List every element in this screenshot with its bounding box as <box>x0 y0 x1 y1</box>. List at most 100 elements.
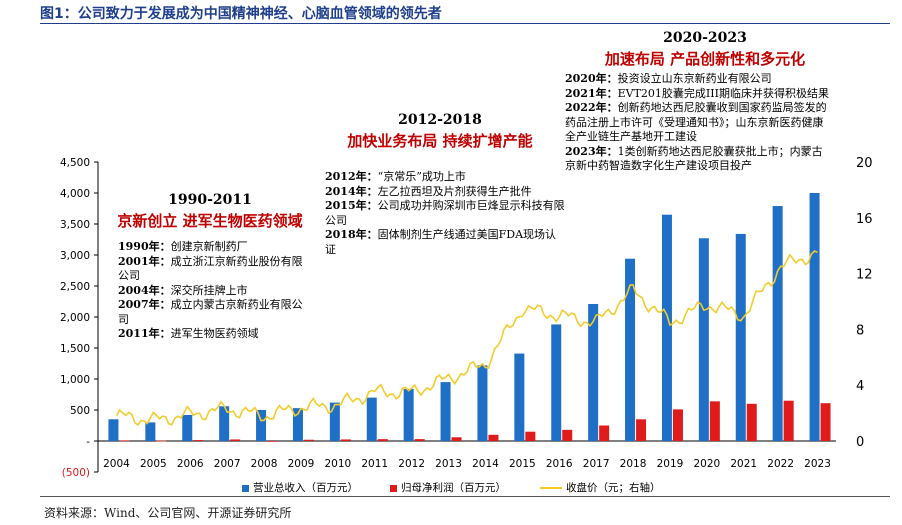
event-text: “京常乐”成功上市 <box>377 170 466 183</box>
event-text: 创新药地达西尼胶囊收到国家药监局签发的药品注册上市许可《受理通知书》；山东京新医… <box>565 101 827 143</box>
right-tick-label: 8 <box>856 323 864 338</box>
x-tick-label: 2018 <box>620 458 647 470</box>
revenue-bar <box>514 353 525 441</box>
revenue-bar <box>551 324 562 441</box>
event-year: 2012年： <box>325 170 378 183</box>
revenue-bar <box>735 233 746 441</box>
left-tick-label: 1,500 <box>60 343 90 355</box>
event-item: 2023年：1类创新药地达西尼胶囊获批上市；内蒙古京新中药智造数字化生产建设项目… <box>565 145 833 174</box>
figure-title: 图1：公司致力于发展成为中国精神神经、心脑血管领域的领先者 <box>40 6 442 22</box>
revenue-bar <box>256 410 267 441</box>
x-tick-label: 2004 <box>103 458 130 470</box>
event-year: 2001年： <box>118 254 171 268</box>
x-tick-label: 2012 <box>398 458 425 470</box>
profit-bar <box>525 431 536 441</box>
event-item: 2020年：投资设立山东京新药业有限公司 <box>565 72 833 87</box>
event-item: 1990年：创建京新制药厂 <box>118 240 313 255</box>
event-item: 2007年：成立内蒙古京新药业有限公司 <box>118 298 313 327</box>
price-line <box>115 250 818 427</box>
phase-3-title: 2020-2023 <box>663 30 747 46</box>
x-tick-label: 2017 <box>583 458 610 470</box>
bottom-rule <box>40 496 890 497</box>
event-year: 2022年： <box>565 101 618 114</box>
event-text: 深交所挂牌上市 <box>170 283 248 297</box>
event-text: 创建京新制药厂 <box>170 240 248 253</box>
event-text: 1类创新药地达西尼胶囊获批上市；内蒙古京新中药智造数字化生产建设项目投产 <box>565 144 823 173</box>
revenue-bar <box>698 238 709 441</box>
title-rule <box>40 23 890 24</box>
event-item: 2001年：成立浙江京新药业股份有限公司 <box>118 255 313 284</box>
x-tick-label: 2009 <box>288 458 315 470</box>
x-tick-label: 2016 <box>546 458 573 470</box>
profit-bar <box>156 440 167 442</box>
profit-bar <box>267 441 278 442</box>
revenue-bar <box>366 397 377 441</box>
event-text: 固体制剂生产线通过美国FDA现场认证 <box>325 228 557 256</box>
revenue-bar <box>403 388 414 441</box>
x-tick-label: 2005 <box>140 458 167 470</box>
event-item: 2012年：“京常乐”成功上市 <box>325 170 565 185</box>
revenue-bar <box>588 303 599 441</box>
event-text: 成立浙江京新药业股份有限公司 <box>118 254 303 283</box>
revenue-bar <box>772 206 783 441</box>
x-tick-label: 2011 <box>361 458 388 470</box>
x-tick-label: 2022 <box>767 458 794 470</box>
phase-2-events: 2012年：“京常乐”成功上市 2014年：左乙拉西坦及片剂获得生产批件 2015年… <box>325 170 565 257</box>
revenue-bar <box>440 382 451 441</box>
legend-price-label: 收盘价（元；右轴） <box>566 482 661 494</box>
event-year: 2015年： <box>325 199 378 212</box>
event-item: 2018年：固体制剂生产线通过美国FDA现场认证 <box>325 228 565 257</box>
right-tick-label: 0 <box>856 435 864 450</box>
legend-price-swatch <box>540 487 562 489</box>
event-item: 2004年：深交所挂牌上市 <box>118 284 313 299</box>
event-year: 2011年： <box>118 327 171 340</box>
revenue-bar <box>329 402 340 441</box>
x-tick-label: 2007 <box>214 458 241 470</box>
profit-bar <box>636 419 647 441</box>
x-tick-label: 2015 <box>509 458 536 470</box>
profit-bar <box>377 439 388 441</box>
legend-revenue-label: 营业总收入（百万元） <box>253 482 358 494</box>
left-tick-label: 2,500 <box>60 281 90 293</box>
x-tick-label: 2010 <box>324 458 351 470</box>
left-tick-label: 3,500 <box>60 219 90 231</box>
event-text: 公司成功并购深圳市巨烽显示科技有限公司 <box>325 199 565 227</box>
revenue-bar <box>477 365 488 441</box>
legend-profit-swatch <box>390 484 397 492</box>
left-tick-label: 500 <box>70 405 90 417</box>
phase-2-title: 2012-2018 <box>398 112 482 128</box>
phase-3-subtitle: 加速布局 产品创新性和多元化 <box>604 50 806 68</box>
event-year: 1990年： <box>118 240 171 253</box>
revenue-bar <box>108 419 119 441</box>
event-year: 2020年： <box>565 72 618 85</box>
event-text: 投资设立山东京新药业有限公司 <box>617 72 772 85</box>
x-tick-label: 2006 <box>177 458 204 470</box>
right-tick-label: 12 <box>856 268 873 283</box>
phase-3-events: 2020年：投资设立山东京新药业有限公司 2021年：EVT201胶囊完成III期… <box>565 72 833 174</box>
x-tick-label: 2008 <box>251 458 278 470</box>
event-item: 2021年：EVT201胶囊完成III期临床并获得积极结果 <box>565 87 833 102</box>
profit-bar <box>488 434 499 441</box>
phase-1-title: 1990-2011 <box>168 192 252 208</box>
left-tick-label: 1,000 <box>60 374 90 386</box>
legend-revenue-swatch <box>242 484 249 492</box>
event-year: 2004年： <box>118 283 171 297</box>
event-text: 左乙拉西坦及片剂获得生产批件 <box>377 184 532 198</box>
legend-revenue: 营业总收入（百万元） <box>242 480 358 495</box>
left-tick-label: 4,500 <box>60 157 90 169</box>
left-tick-label: 3,000 <box>60 250 90 262</box>
left-tick-label: 2,000 <box>60 312 90 324</box>
event-text: EVT201胶囊完成III期临床并获得积极结果 <box>617 86 829 100</box>
x-tick-label: 2014 <box>472 458 499 470</box>
profit-bar <box>414 439 425 441</box>
event-text: 进军生物医药领域 <box>170 327 259 340</box>
event-year: 2018年： <box>325 228 378 241</box>
event-text: 成立内蒙古京新药业有限公司 <box>118 298 303 326</box>
x-tick-label: 2020 <box>693 458 720 470</box>
event-item: 2022年：创新药地达西尼胶囊收到国家药监局签发的药品注册上市许可《受理通知书》… <box>565 101 833 145</box>
x-tick-label: 2019 <box>657 458 684 470</box>
right-tick-label: 20 <box>856 156 873 171</box>
left-tick-label: - <box>86 436 90 448</box>
revenue-bar <box>625 258 636 441</box>
